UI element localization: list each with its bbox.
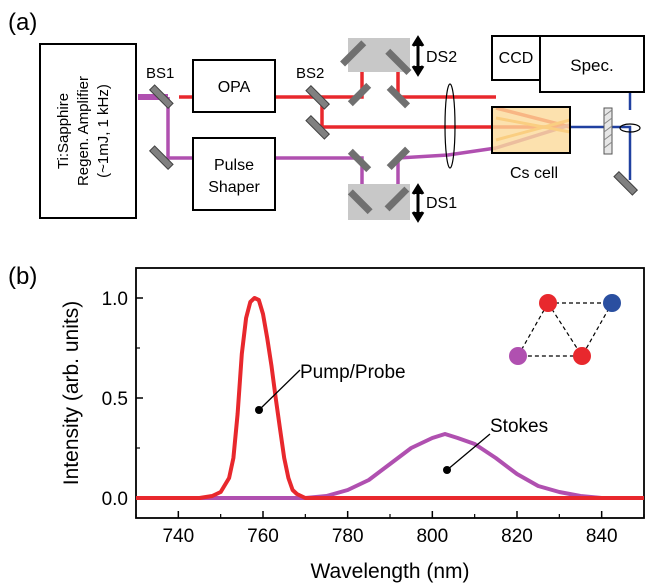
cs-cell-label: Cs cell [510,165,558,182]
pulse-shaper-label-2: Shaper [208,179,260,196]
x-tick-label: 820 [501,526,533,547]
focusing-lens [444,83,456,169]
pulse-shaper-label-1: Pulse [214,157,254,174]
y-ticks: 0.0 0.5 1.0 [102,289,143,510]
spectrometer-label: Spec. [570,56,613,75]
laser-label-2: Regen. Amplifier [75,76,92,186]
pump-annotation [255,369,301,414]
x-tick-label: 840 [586,526,618,547]
stokes-annotation-label: Stokes [490,416,548,437]
ds1-label: DS1 [426,195,457,212]
x-tick-label: 740 [162,526,194,547]
x-tick-label: 780 [332,526,364,547]
series-stokes-line [136,432,644,500]
mirrors [148,84,639,196]
pulse-shaper-box [192,137,276,211]
ccd-label: CCD [499,50,534,67]
bs1-label: BS1 [146,65,174,82]
y-tick-label: 0.0 [102,489,128,510]
inset-dot-purple [509,347,527,365]
y-tick-label: 1.0 [102,289,128,310]
mirror-bs2-lower [305,114,331,140]
mirror-lower-left [148,145,174,171]
series-pump-probe-line [136,296,644,500]
cs-cell-box [491,106,571,154]
x-ticks: 740 760 780 800 820 840 [135,511,645,547]
x-axis-label: Wavelength (nm) [310,560,469,583]
laser-box: Ti:Sapphire Regen. Amplifier (~1mJ, 1 kH… [39,43,137,219]
ccd-box [491,35,541,81]
inset-dot-red-bottom [573,347,591,365]
laser-label-3: (~1mJ, 1 kHz) [95,84,112,178]
delay-stage-ds1 [347,146,425,223]
pump-annotation-label: Pump/Probe [300,362,406,383]
series-group [136,296,644,500]
bs2-mirror [305,84,331,110]
inset-dot-red-top [539,294,557,312]
filter [603,107,613,155]
inset-diagram [509,294,621,365]
signal-lens [619,123,641,133]
panel-b-label: (b) [8,263,37,290]
panel-a-label: (a) [8,9,37,36]
opa-box [192,59,276,113]
bs1-mirror [148,84,174,110]
x-tick-label: 760 [247,526,279,547]
inset-dot-blue [603,294,621,312]
y-axis-label: Intensity (arb. units) [60,301,83,485]
bs2-label: BS2 [296,65,324,82]
opa-label: OPA [218,79,251,96]
laser-label-1: Ti:Sapphire [55,93,72,169]
spectrum-chart: 740 760 780 800 820 840 0.0 0.5 1.0 Wavelength … [60,267,645,583]
delay-stage-ds2 [340,35,425,109]
ds2-label: DS2 [426,49,457,66]
filter-hatch [603,109,613,149]
stokes-annotation [443,433,491,474]
y-tick-label: 0.5 [102,389,128,410]
x-tick-label: 800 [416,526,448,547]
plot-frame [135,267,645,519]
mirror-signal [613,170,639,196]
spectrometer-box [539,35,645,93]
